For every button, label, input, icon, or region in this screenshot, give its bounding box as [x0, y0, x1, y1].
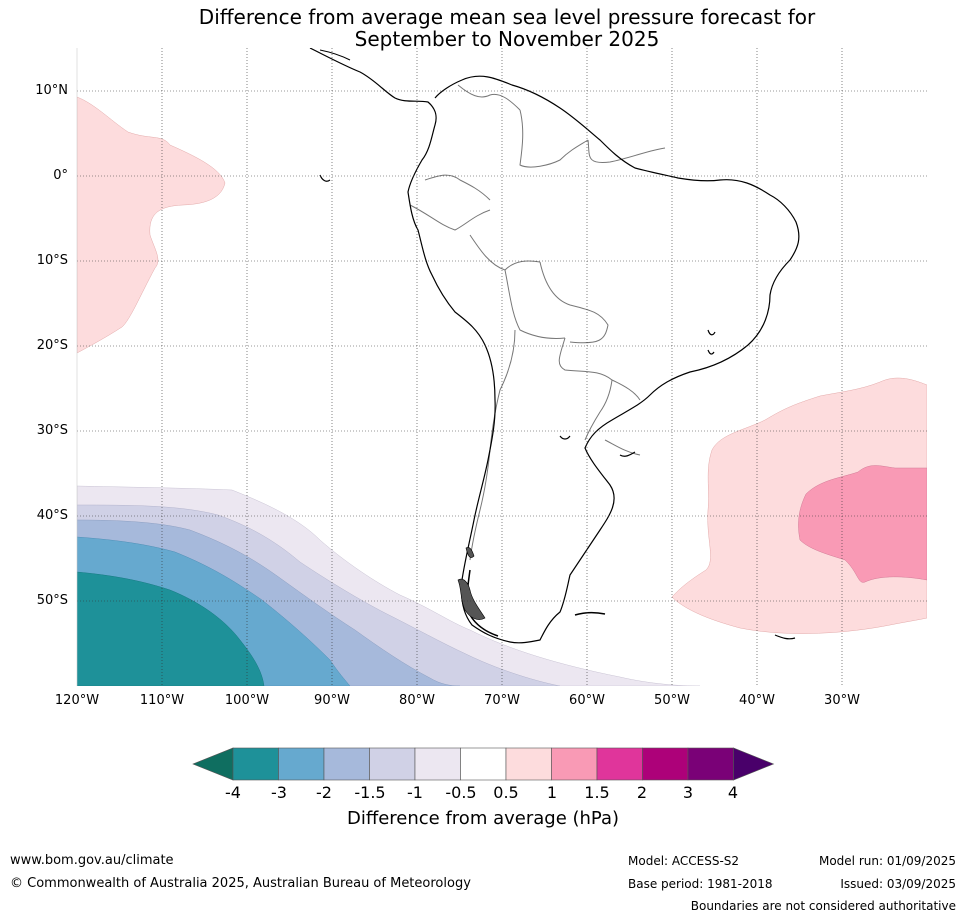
website-link[interactable]: www.bom.gov.au/climate	[10, 853, 174, 868]
colorbar-extend-high	[733, 747, 775, 781]
gridlines	[77, 48, 927, 686]
colorbar-swatch	[232, 747, 279, 781]
southern-islands	[457, 547, 486, 620]
colorbar-tick: -4	[225, 783, 241, 802]
lon-label-50w: 50°W	[654, 693, 690, 708]
map-title-line2: September to November 2025	[354, 27, 660, 51]
anomaly-positive-east-core	[798, 465, 927, 583]
colorbar-extend-low	[192, 747, 234, 781]
lat-label-50s: 50°S	[36, 593, 68, 608]
colorbar-tick: 1	[546, 783, 558, 802]
lat-label-10n: 10°N	[35, 83, 68, 98]
colorbar-tick: 4	[727, 783, 739, 802]
lon-label-40w: 40°W	[739, 693, 775, 708]
anomaly-fields	[77, 96, 927, 686]
colorbar-swatch	[551, 747, 598, 781]
lon-label-100w: 100°W	[224, 693, 270, 708]
colorbar-tick: -0.5	[445, 783, 477, 802]
copyright-text: © Commonwealth of Australia 2025, Austra…	[10, 876, 471, 891]
colorbar-tick: 1.5	[584, 783, 610, 802]
colorbar-tick: 0.5	[493, 783, 519, 802]
lon-label-120w: 120°W	[54, 693, 100, 708]
lon-label-60w: 60°W	[569, 693, 605, 708]
colorbar-swatch	[414, 747, 461, 781]
colorbar-swatch	[369, 747, 416, 781]
colorbar-swatch	[596, 747, 643, 781]
lon-label-70w: 70°W	[484, 693, 520, 708]
colorbar-tick: -3	[271, 783, 287, 802]
colorbar-swatch	[687, 747, 734, 781]
lat-label-20s: 20°S	[36, 338, 68, 353]
anomaly-positive-west	[77, 96, 226, 354]
colorbar-swatch	[278, 747, 325, 781]
colorbar-swatch	[505, 747, 552, 781]
lat-label-0: 0°	[53, 168, 68, 183]
lon-label-80w: 80°W	[399, 693, 435, 708]
lon-label-30w: 30°W	[824, 693, 860, 708]
model-run-date: Model run: 01/09/2025	[818, 854, 956, 868]
lon-label-90w: 90°W	[314, 693, 350, 708]
lat-label-30s: 30°S	[36, 423, 68, 438]
model-name: Model: ACCESS-S2	[628, 854, 740, 868]
colorbar-swatch	[323, 747, 370, 781]
colorbar-swatch	[642, 747, 689, 781]
base-period: Base period: 1981-2018	[628, 877, 773, 891]
colorbar-swatch	[460, 747, 507, 781]
country-borders	[409, 84, 666, 561]
issued-date: Issued: 03/09/2025	[840, 877, 956, 891]
boundaries-note: Boundaries are not considered authoritat…	[690, 899, 956, 913]
colorbar-tick: -1	[407, 783, 423, 802]
map-title-line1: Difference from average mean sea level p…	[198, 5, 816, 29]
lon-label-110w: 110°W	[139, 693, 185, 708]
colorbar	[192, 747, 775, 781]
south-america-coastline	[309, 48, 800, 644]
anomaly-negative-300	[77, 571, 265, 686]
lat-label-10s: 10°S	[36, 253, 68, 268]
colorbar-label: Difference from average (hPa)	[346, 808, 620, 829]
colorbar-tick: -1.5	[354, 783, 386, 802]
colorbar-tick: 3	[682, 783, 694, 802]
colorbar-tick: 2	[636, 783, 648, 802]
colorbar-tick: -2	[316, 783, 332, 802]
lat-label-40s: 40°S	[36, 508, 68, 523]
